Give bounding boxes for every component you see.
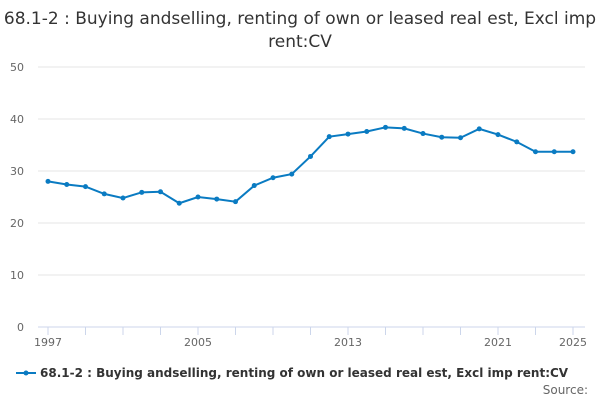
data-point [570,149,576,155]
source-label: Source: [542,383,588,397]
data-point [401,125,407,131]
data-point [64,182,70,188]
data-point [270,175,276,181]
data-point [514,139,520,145]
data-point [345,131,351,137]
y-tick-label: 0 [17,321,24,334]
data-point [326,134,332,140]
y-tick-label: 50 [10,61,24,74]
data-point [289,171,295,177]
data-point [551,149,557,155]
legend-label: 68.1-2 : Buying andselling, renting of o… [40,366,569,380]
data-point [176,200,182,206]
chart-title: 68.1-2 : Buying andselling, renting of o… [3,9,597,52]
data-point [139,189,145,195]
data-point [83,184,88,190]
x-tick-label: 2005 [184,336,212,349]
data-point [233,199,238,205]
legend[interactable]: 68.1-2 : Buying andselling, renting of o… [16,366,568,380]
x-tick-label: 2021 [484,336,512,349]
x-tick-label: 2013 [334,336,362,349]
y-tick-label: 20 [10,217,24,230]
y-tick-label: 40 [10,113,24,126]
series-line [47,126,573,205]
legend-marker [16,370,36,376]
y-tick-label: 30 [10,165,24,178]
x-tick-label: 1997 [34,336,62,349]
x-tick-label: 2025 [559,336,587,349]
data-point [420,131,426,137]
data-point [439,134,445,140]
data-point [495,132,501,138]
data-point [476,126,482,132]
data-point [364,128,370,134]
data-point [120,195,126,201]
data-point [158,189,163,195]
data-point [251,183,257,189]
data-point [533,149,538,155]
data-point [214,196,220,202]
data-point [383,124,388,130]
data-point [308,153,313,159]
data-point [458,135,463,141]
data-point [101,191,107,197]
data-point [45,178,51,184]
data-point [195,194,201,200]
y-tick-label: 10 [10,269,24,282]
